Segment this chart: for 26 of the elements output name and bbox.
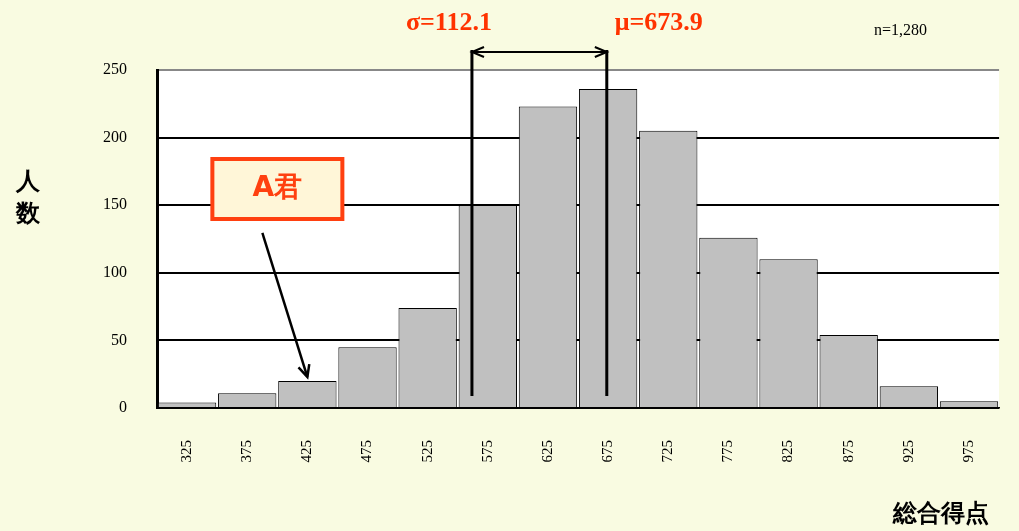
annotation: A君	[252, 170, 303, 204]
x-tick-label: 625	[538, 440, 555, 463]
y-tick-label: 100	[103, 263, 127, 280]
x-tick-label: 975	[959, 440, 976, 463]
x-tick-label: 725	[659, 440, 676, 463]
x-tick-label: 525	[418, 440, 435, 463]
y-tick-label: 0	[119, 398, 127, 416]
ref-line-label: μ=673.9	[614, 7, 703, 36]
text: σ=112.1	[405, 7, 492, 36]
text: n=1,280	[874, 21, 928, 38]
x-tick-label: 325	[178, 440, 195, 463]
x-tick-label: 825	[779, 440, 796, 463]
x-tick-label: 475	[358, 440, 375, 463]
y-tick-label: 200	[103, 127, 127, 145]
x-tick-label: 775	[719, 440, 736, 463]
y-axis-title: 人数	[16, 166, 41, 229]
x-tick-label: 575	[478, 440, 495, 463]
x-tick-label: 675	[599, 440, 616, 463]
y-tick-label: 150	[103, 195, 127, 213]
y-tick-label: 50	[111, 330, 127, 348]
y-tick-label: 250	[103, 60, 127, 78]
x-tick-label: 375	[238, 440, 255, 463]
x-tick-label: 425	[298, 440, 315, 463]
x-tick-label: 925	[899, 440, 916, 463]
x-tick-label: 875	[839, 440, 856, 463]
x-axis-title: 総合得点	[893, 498, 989, 529]
